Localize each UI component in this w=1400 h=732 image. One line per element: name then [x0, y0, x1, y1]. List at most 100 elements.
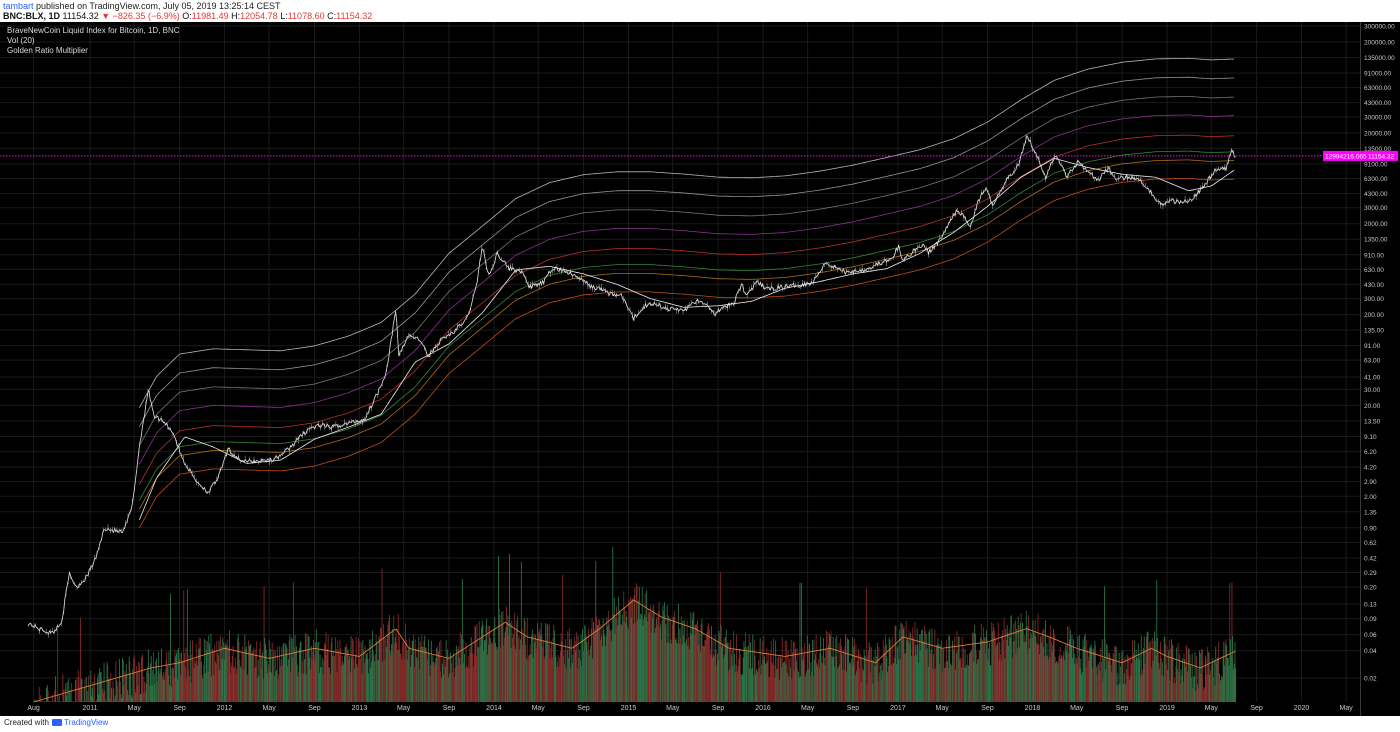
volume-bar: [613, 597, 615, 702]
volume-bar: [239, 659, 241, 702]
volume-bar: [676, 643, 678, 702]
x-tick-label: May: [263, 705, 277, 712]
volume-bar: [1095, 666, 1097, 702]
volume-bar: [410, 666, 412, 702]
volume-bar: [590, 628, 592, 702]
volume-bar: [436, 646, 438, 702]
volume-bar: [666, 642, 667, 702]
x-tick-label: May: [128, 705, 142, 712]
volume-bar: [905, 620, 907, 702]
volume-bar: [708, 623, 709, 702]
close-label: C:: [327, 11, 337, 21]
chart-pane[interactable]: Aug 2011 May Sep 2012 May Sep 2013 May Sep 2014 May…: [0, 22, 1400, 716]
volume-bar: [654, 632, 656, 702]
volume-bar: [722, 643, 723, 702]
volume-bar: [696, 624, 698, 702]
volume-bar: [548, 624, 550, 702]
volume-bar: [918, 634, 920, 702]
volume-bar: [191, 654, 193, 702]
volume-bar: [1114, 646, 1116, 702]
volume-bar: [451, 657, 453, 702]
price-chart-svg[interactable]: Aug 2011 May Sep 2012 May Sep 2013 May Sep 2014 May…: [0, 22, 1400, 716]
tradingview-link[interactable]: TradingView: [64, 718, 109, 727]
volume-bar: [1182, 658, 1183, 702]
volume-bar: [1112, 653, 1114, 702]
author-link[interactable]: tambart: [3, 1, 34, 11]
volume-bar: [469, 647, 471, 702]
volume-bar: [801, 647, 803, 702]
volume-bar: [770, 654, 771, 702]
volume-bar: [380, 627, 381, 702]
volume-bar: [763, 636, 765, 702]
volume-bar: [416, 659, 418, 702]
volume-bar: [147, 667, 148, 702]
volume-bar: [996, 644, 998, 702]
volume-bar: [1008, 630, 1010, 702]
volume-bar: [101, 679, 103, 702]
volume-bar: [627, 629, 629, 702]
volume-bar: [244, 634, 246, 702]
volume-bar: [683, 635, 684, 702]
volume-bar: [925, 650, 927, 702]
volume-bar: [164, 679, 165, 702]
volume-bar: [310, 646, 312, 702]
volume-bar: [836, 635, 838, 702]
volume-bar: [325, 631, 327, 702]
volume-bar: [991, 631, 993, 702]
volume-bar: [341, 656, 343, 702]
volume-bar: [1188, 648, 1190, 702]
x-tick-label: May: [397, 705, 411, 712]
volume-bar: [47, 690, 49, 702]
volume-bar: [179, 653, 181, 702]
volume-bar: [1172, 645, 1174, 702]
volume-bar: [530, 654, 532, 702]
volume-bar: [84, 679, 86, 702]
volume-bar: [153, 652, 154, 702]
volume-bar: [1127, 674, 1129, 702]
volume-bar: [181, 652, 182, 702]
volume-bar: [711, 657, 713, 702]
volume-bar: [1039, 636, 1041, 702]
volume-bar: [705, 636, 707, 702]
volume-bar: [866, 684, 868, 702]
volume-bar: [194, 659, 196, 702]
volume-bar: [1087, 656, 1089, 702]
volume-bar: [876, 642, 878, 702]
x-tick-label: 2011: [82, 705, 97, 712]
volume-bar: [935, 668, 937, 702]
volume-bar: [580, 635, 582, 702]
volume-bar: [660, 623, 662, 702]
volume-bar: [1187, 671, 1189, 702]
volume-bar: [586, 642, 588, 702]
volume-bar: [894, 626, 896, 702]
published-text: published on TradingView.com, July 05, 2…: [36, 1, 281, 11]
volume-bar: [268, 640, 270, 702]
volume-bar: [1101, 662, 1102, 702]
volume-bar: [964, 649, 966, 702]
volume-bar: [218, 640, 220, 702]
volume-bar: [1182, 681, 1184, 702]
volume-bar: [283, 643, 285, 702]
volume-bar: [176, 650, 178, 702]
volume-bar: [332, 655, 334, 702]
volume-bar: [503, 637, 505, 702]
volume-bar: [403, 645, 405, 702]
volume-bar: [91, 688, 93, 702]
volume-bar: [838, 643, 840, 702]
volume-bar: [495, 642, 496, 702]
volume-bar: [897, 644, 899, 702]
volume-bar: [736, 671, 738, 702]
volume-bar: [221, 659, 223, 702]
volume-bar: [1120, 652, 1122, 702]
volume-bar: [1207, 646, 1209, 702]
volume-bar: [462, 639, 464, 702]
volume-bar: [142, 692, 144, 702]
volume-bar: [946, 640, 948, 702]
volume-bar: [170, 687, 172, 702]
y-tick-label: 0.06: [1364, 632, 1377, 639]
volume-bar: [860, 682, 862, 702]
volume-bar: [150, 663, 151, 702]
volume-bar: [443, 674, 445, 702]
volume-bar: [522, 644, 524, 702]
volume-bar: [63, 701, 65, 702]
